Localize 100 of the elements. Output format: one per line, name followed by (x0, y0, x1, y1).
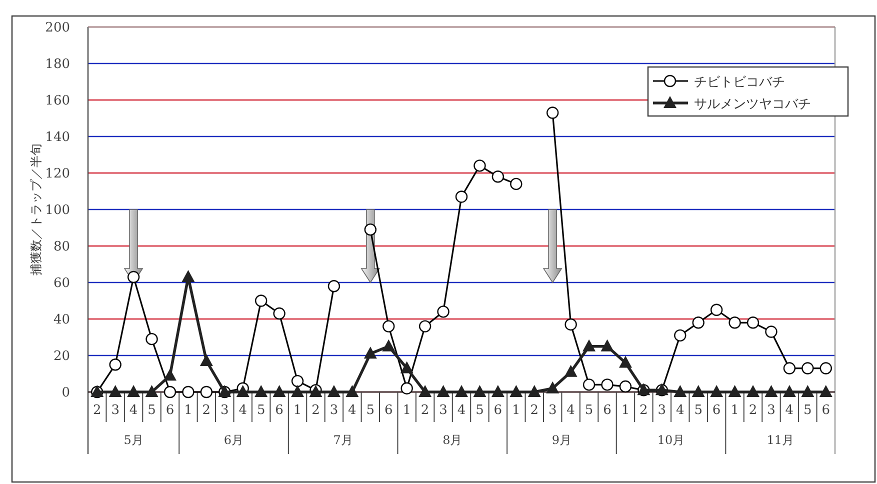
point (692, 316, 704, 329)
point (746, 316, 760, 329)
x-tick-label: 1 (621, 403, 630, 418)
point (127, 270, 140, 284)
x-tick-label: 5 (148, 403, 156, 418)
point (291, 385, 304, 397)
point (254, 294, 268, 307)
point (200, 354, 213, 366)
point (546, 381, 560, 394)
x-tick-label: 5 (476, 403, 484, 418)
x-tick-label: 6 (166, 403, 174, 418)
x-tick-label: 3 (111, 403, 120, 418)
point (272, 385, 286, 397)
x-tick-label: 1 (184, 403, 192, 418)
point (728, 385, 742, 397)
x-tick-label: 3 (330, 403, 338, 418)
x-tick-label: 5 (366, 403, 375, 418)
point (200, 386, 213, 398)
point (728, 316, 741, 329)
point (619, 380, 632, 393)
y-tick-label: 180 (45, 57, 70, 72)
point (510, 385, 523, 397)
point (400, 361, 414, 374)
point (163, 368, 176, 381)
x-tick-label: 2 (202, 403, 211, 418)
point (145, 385, 158, 397)
point (182, 270, 195, 282)
y-tick-label: 200 (45, 20, 70, 36)
point (400, 382, 413, 394)
point (782, 385, 796, 397)
point (582, 378, 596, 391)
point (783, 362, 796, 374)
x-tick-label: 6 (384, 403, 393, 418)
x-tick-label: 4 (676, 403, 684, 418)
text: 11月 (766, 433, 794, 447)
x-tick-label: 4 (238, 403, 248, 418)
point (273, 307, 286, 320)
y-tick-label: 80 (53, 240, 70, 254)
x-tick-label: 2 (92, 403, 102, 418)
point (455, 190, 468, 203)
x-tick-label: 6 (603, 403, 612, 418)
x-tick-label: 6 (712, 403, 721, 418)
point (710, 385, 724, 397)
point (291, 374, 304, 388)
point (382, 339, 396, 352)
point (327, 385, 340, 397)
legend-label: サルメンツヤコバチ (694, 97, 811, 112)
point (436, 385, 450, 397)
point (473, 385, 486, 397)
x-tick-label: 5 (804, 403, 812, 418)
point (765, 326, 778, 338)
point (802, 362, 814, 374)
x-tick-label: 3 (220, 403, 229, 418)
y-tick-label: 100 (45, 203, 70, 218)
x-tick-label: 4 (348, 403, 356, 418)
point (146, 332, 158, 346)
x-tick-label: 6 (494, 403, 502, 418)
point (618, 356, 632, 368)
point (109, 358, 122, 371)
point (328, 280, 340, 292)
x-tick-label: 2 (640, 403, 648, 418)
point (600, 339, 614, 352)
x-tick-label: 6 (822, 403, 830, 418)
point (819, 385, 832, 397)
x-tick-label: 1 (402, 403, 411, 418)
x-tick-label: 5 (256, 403, 266, 418)
x-tick-label: 2 (312, 403, 320, 418)
y-tick-label: 20 (53, 349, 70, 364)
x-tick-label: 4 (457, 403, 466, 418)
point (546, 106, 559, 119)
x-tick-label: 1 (512, 403, 520, 418)
x-tick-label: 1 (730, 403, 739, 418)
point (455, 385, 468, 397)
point (182, 386, 194, 398)
point (674, 329, 686, 342)
x-tick-label: 3 (767, 403, 776, 418)
point (364, 223, 376, 236)
y-tick-label: 60 (53, 276, 70, 291)
point (474, 160, 486, 172)
point (710, 304, 723, 316)
point (582, 339, 596, 352)
point (801, 385, 814, 397)
text: 6月 (224, 433, 244, 447)
point (564, 364, 578, 377)
y-tick-label: 0 (62, 386, 70, 400)
text: 9月 (552, 433, 572, 447)
point (601, 378, 614, 391)
point (746, 385, 760, 397)
point (437, 306, 450, 318)
point (127, 385, 140, 397)
x-tick-label: 3 (439, 403, 448, 418)
y-axis-title: 捕獲数／トラップ／半旬 (29, 144, 43, 276)
point (491, 385, 504, 397)
point (364, 346, 377, 359)
text: 8月 (442, 433, 462, 447)
x-tick-label: 5 (584, 403, 594, 418)
y-tick-label: 120 (45, 166, 70, 182)
x-tick-label: 5 (694, 403, 702, 418)
point (764, 385, 778, 397)
point (254, 385, 268, 397)
